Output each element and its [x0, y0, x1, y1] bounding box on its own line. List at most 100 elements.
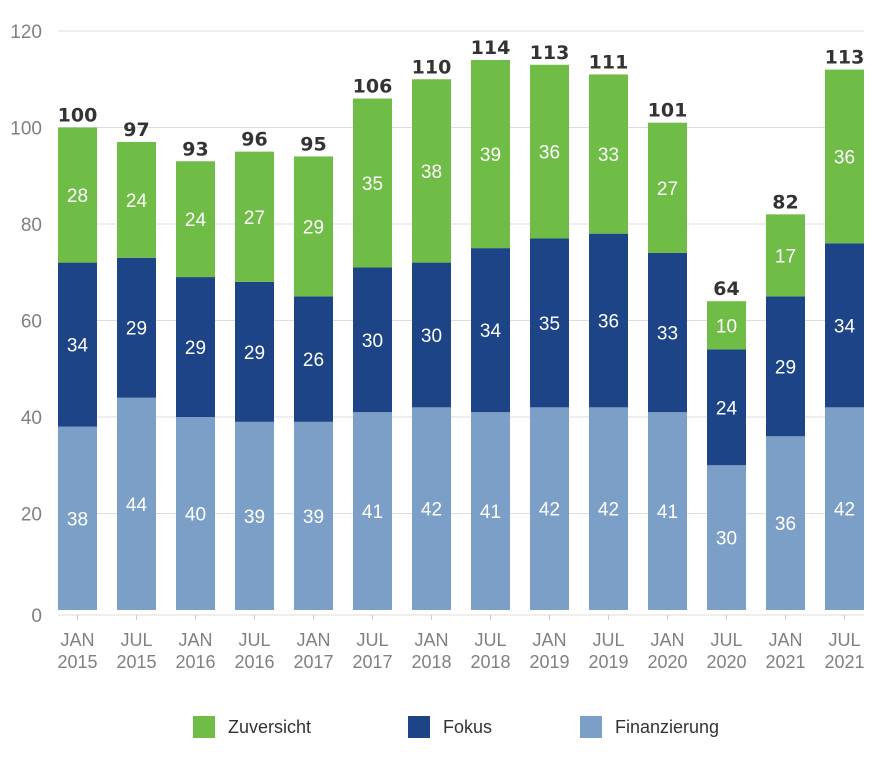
y-tick-label: 120	[10, 22, 42, 43]
bar-segment-fokus	[117, 257, 156, 398]
bar-segment-label: 36	[598, 312, 619, 333]
x-tick-label-month: JUL	[828, 630, 860, 650]
bar-segment-label: 41	[480, 502, 501, 523]
bar-segment-label: 27	[244, 208, 265, 229]
bar-segment-zuversicht	[176, 161, 215, 278]
bar-segment-zuversicht	[530, 64, 569, 239]
bar-segment-label: 24	[185, 210, 207, 231]
legend-swatch-finanzierung	[580, 716, 602, 738]
bar-segment-zuversicht	[825, 69, 864, 244]
bar-segment-label: 41	[657, 502, 678, 523]
y-axis-ticks: 0 20 40 60 80 100 120	[10, 22, 42, 627]
x-tick-label-month: JAN	[60, 630, 94, 650]
bar-segment-label: 28	[67, 186, 88, 207]
bar-total-label: 64	[713, 278, 739, 300]
bar-segment-zuversicht	[589, 74, 628, 234]
bar-total-label: 113	[530, 42, 570, 64]
bar-segment-label: 29	[185, 338, 206, 359]
bar-stack: 42 35 36 113	[530, 42, 570, 610]
legend-item-zuversicht: Zuversicht	[193, 716, 311, 738]
x-tick-label-year: 2016	[234, 652, 274, 672]
bar-segment-zuversicht	[235, 151, 274, 282]
bar-segment-label: 39	[303, 507, 324, 528]
bar-segment-zuversicht	[353, 98, 392, 268]
bar-segment-fokus	[412, 262, 451, 408]
x-tick-label-year: 2017	[352, 652, 392, 672]
bar-segment-label: 34	[480, 321, 502, 342]
legend-label-fokus: Fokus	[443, 716, 493, 737]
legend-label-finanzierung: Finanzierung	[615, 716, 720, 737]
bar-stack: 39 26 29 95	[294, 133, 333, 610]
bar-total-label: 111	[589, 51, 629, 73]
bar-segment-zuversicht	[412, 79, 451, 263]
bar-segment-zuversicht	[58, 127, 97, 263]
bar-segment-finanzierung	[589, 407, 628, 610]
x-tick-label-month: JAN	[532, 630, 566, 650]
bar-segment-zuversicht	[648, 122, 687, 253]
x-tick-label-month: JAN	[296, 630, 330, 650]
y-tick-label: 60	[21, 312, 42, 333]
x-tick-label-month: JAN	[414, 630, 448, 650]
bar-segment-fokus	[766, 296, 805, 437]
y-tick-label: 100	[10, 119, 42, 140]
x-tick-label-year: 2021	[824, 652, 864, 672]
bars: 38 34 28 100 44 29 24 97 40 29 24 93 39 29 27 96 39 26 29 9…	[58, 37, 865, 610]
x-tick-label-month: JUL	[120, 630, 152, 650]
bar-total-label: 114	[471, 37, 511, 59]
bar-segment-label: 40	[185, 505, 206, 526]
y-tick-label: 0	[31, 606, 42, 627]
bar-segment-fokus	[589, 233, 628, 408]
legend-item-finanzierung: Finanzierung	[580, 716, 719, 738]
x-tick-label-month: JUL	[356, 630, 388, 650]
bar-segment-label: 38	[67, 509, 88, 530]
bar-total-label: 106	[353, 76, 393, 98]
x-tick-label-year: 2018	[470, 652, 510, 672]
x-tick-label-year: 2020	[706, 652, 746, 672]
bar-segment-finanzierung	[294, 421, 333, 610]
bar-segment-fokus	[648, 252, 687, 413]
x-tick-label-month: JUL	[474, 630, 506, 650]
x-tick-label-year: 2020	[647, 652, 687, 672]
bar-segment-label: 35	[539, 314, 560, 335]
x-tick-label-year: 2015	[116, 652, 156, 672]
bar-total-label: 113	[825, 47, 865, 69]
bar-segment-finanzierung	[353, 412, 392, 610]
bar-segment-zuversicht	[707, 301, 746, 350]
bar-total-label: 100	[58, 105, 98, 127]
y-tick-label: 40	[21, 408, 42, 429]
bar-segment-finanzierung	[648, 412, 687, 610]
x-tick-label-year: 2015	[57, 652, 97, 672]
bar-segment-finanzierung	[530, 407, 569, 610]
bar-segment-zuversicht	[294, 156, 333, 297]
bar-segment-finanzierung	[825, 407, 864, 610]
bar-segment-label: 30	[362, 331, 383, 352]
bar-segment-label: 42	[539, 500, 560, 521]
bar-total-label: 95	[300, 133, 326, 155]
bar-total-label: 82	[772, 191, 798, 213]
legend-swatch-zuversicht	[193, 716, 215, 738]
bar-segment-fokus	[235, 281, 274, 422]
bar-stack: 42 30 38 110	[412, 56, 451, 610]
bar-segment-label: 30	[421, 326, 442, 347]
bar-segment-label: 29	[126, 319, 147, 340]
bar-segment-label: 42	[598, 500, 619, 521]
bar-segment-label: 42	[421, 500, 442, 521]
bar-segment-finanzierung	[58, 426, 97, 610]
bar-stack: 41 33 27 101	[648, 100, 688, 610]
bar-segment-label: 41	[362, 502, 383, 523]
bar-segment-fokus	[825, 243, 864, 408]
x-tick-label-year: 2021	[765, 652, 805, 672]
bar-segment-label: 39	[480, 145, 501, 166]
bar-segment-label: 24	[126, 191, 148, 212]
x-tick-label-month: JAN	[178, 630, 212, 650]
bar-segment-label: 27	[657, 179, 678, 200]
bar-segment-fokus	[58, 262, 97, 427]
bar-total-label: 96	[241, 129, 267, 151]
bar-segment-zuversicht	[766, 214, 805, 297]
bar-segment-label: 17	[775, 246, 796, 267]
bar-total-label: 101	[648, 100, 688, 122]
bar-segment-label: 34	[67, 336, 89, 357]
legend-swatch-fokus	[408, 716, 430, 738]
x-tick-label-month: JUL	[592, 630, 624, 650]
x-axis	[58, 614, 864, 620]
